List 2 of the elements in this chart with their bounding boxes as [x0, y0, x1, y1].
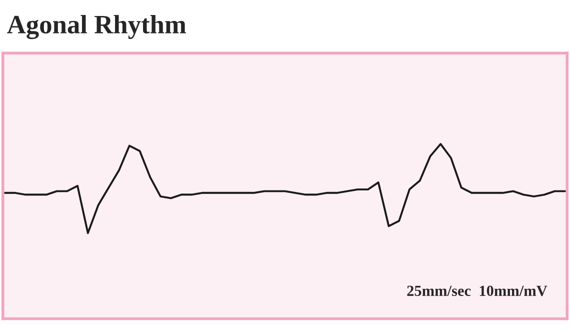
annotation: 25mm/sec 10mm/mV [407, 286, 548, 296]
chart-title: Agonal Rhythm [7, 14, 186, 40]
